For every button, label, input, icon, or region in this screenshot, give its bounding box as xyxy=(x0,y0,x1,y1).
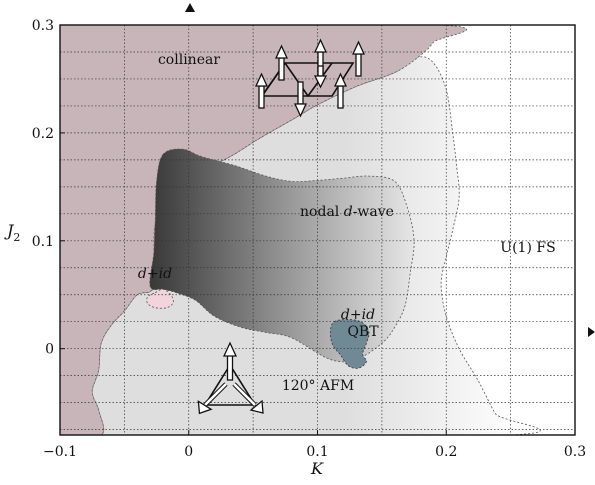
x-tick-label: 0.1 xyxy=(306,444,328,460)
y-axis-label: J2 xyxy=(4,221,20,244)
afm120-spin-pattern-icon xyxy=(197,341,264,415)
collinear-label: collinear xyxy=(158,52,220,68)
y-tick-label: 0.3 xyxy=(32,18,54,34)
y-tick-label: 0.2 xyxy=(32,126,54,142)
did-small-label: d+id xyxy=(138,266,172,282)
did-qbt-region xyxy=(329,319,370,369)
nodal-dwave-region xyxy=(149,148,415,363)
y-tick-label: 0 xyxy=(45,342,54,358)
did-qbt-label: d+id xyxy=(341,307,375,323)
x-tick-label: 0.3 xyxy=(564,444,586,460)
x-axis-label: K xyxy=(310,459,324,478)
did-small-region xyxy=(146,288,174,309)
y-axis-label-subscript: 2 xyxy=(13,231,20,244)
nodal-dwave-label: nodal d-wave xyxy=(300,204,394,220)
collinear-region xyxy=(60,25,467,435)
afm120-label: 120° AFM xyxy=(282,378,354,394)
x-tick-label: 0.2 xyxy=(435,444,457,460)
qbt-label: QBT xyxy=(347,324,379,340)
x-axis-arrow-icon xyxy=(588,327,595,337)
y-tick-label: 0.1 xyxy=(32,234,54,250)
y-axis-arrow-icon xyxy=(185,3,195,12)
x-tick-label: 0 xyxy=(184,444,193,460)
collinear-spin-pattern-icon xyxy=(254,38,366,118)
axis-ticks: −0.1 0 0.1 0.2 0.3 0 0.1 0.2 0.3 xyxy=(32,18,586,460)
u1-fs-label: U(1) FS xyxy=(500,240,555,256)
x-tick-label: −0.1 xyxy=(43,444,77,460)
